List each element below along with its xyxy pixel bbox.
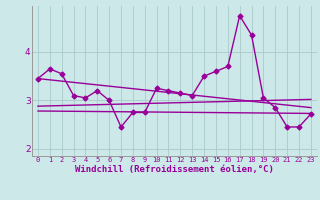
X-axis label: Windchill (Refroidissement éolien,°C): Windchill (Refroidissement éolien,°C) — [75, 165, 274, 174]
